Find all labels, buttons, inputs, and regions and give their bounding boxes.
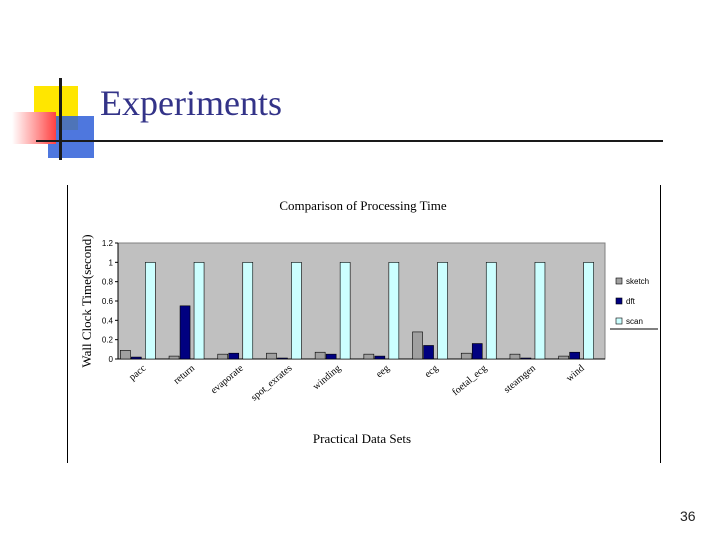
legend-swatch-sketch: [615, 277, 623, 285]
bar-scan-eeg: [388, 262, 400, 360]
bar-sketch-winding: [314, 351, 326, 360]
legend-label-sketch: sketch: [626, 277, 649, 286]
bar-sketch-return: [168, 355, 180, 360]
bar-dft-ecg: [423, 345, 434, 360]
x-tick-label-wind: wind: [564, 363, 586, 384]
y-tick-label: 0.2: [102, 336, 114, 345]
bar-scan-foetal_ecg: [485, 262, 497, 360]
processing-time-chart: Comparison of Processing Time 0 0.2 0.4 0.6…: [79, 198, 658, 446]
bar-scan-ecg: [437, 262, 448, 360]
x-tick-label-foetal_ecg: foetal_ecg: [450, 363, 489, 398]
x-tick-label-evaporate: evaporate: [209, 363, 246, 397]
bar-scan-spot_exrates: [291, 262, 302, 360]
y-tick-label: 1: [109, 258, 114, 267]
legend-label-dft: dft: [626, 297, 636, 306]
legend-swatch-scan: [615, 317, 623, 325]
bar-scan-return: [193, 262, 205, 360]
bar-dft-evaporate: [228, 352, 240, 360]
bar-dft-steamgen: [520, 357, 532, 360]
chart-title: Comparison of Processing Time: [279, 198, 446, 213]
bar-sketch-foetal_ecg: [460, 352, 472, 360]
bar-scan-evaporate: [242, 262, 254, 360]
bar-sketch-eeg: [363, 353, 375, 360]
legend: sketch dft scan: [610, 277, 658, 330]
y-tick-label: 0.8: [102, 278, 114, 287]
x-tick-label-winding: winding: [311, 363, 343, 392]
bar-dft-return: [179, 305, 191, 360]
bar-scan-steamgen: [534, 262, 546, 360]
bar-dft-wind: [569, 351, 580, 360]
bar-scan-wind: [583, 262, 594, 360]
x-tick-label-steamgen: steamgen: [502, 363, 538, 396]
bar-dft-pacc: [131, 356, 142, 360]
bar-sketch-steamgen: [509, 353, 521, 360]
bar-dft-spot_exrates: [277, 357, 288, 360]
slide-title: Experiments: [100, 83, 282, 123]
bar-sketch-evaporate: [217, 353, 229, 360]
chart-frame-left: [67, 185, 68, 463]
y-tick-label: 0: [109, 355, 114, 364]
title-underline: [36, 140, 663, 142]
x-tick-label-ecg: ecg: [423, 363, 441, 380]
bar-scan-pacc: [145, 262, 156, 360]
y-tick-label: 0.4: [102, 316, 114, 325]
y-axis-label: Wall Clock Time(second): [79, 234, 94, 367]
y-tick-label: 1.2: [102, 239, 114, 248]
x-tick-label-return: return: [172, 363, 197, 387]
legend-swatch-dft: [615, 297, 623, 305]
decor-vertical-line: [59, 78, 62, 160]
x-tick-label-spot_exrates: spot_exrates: [249, 363, 294, 404]
page-number: 36: [680, 508, 696, 524]
x-tick-label-pacc: pacc: [127, 363, 149, 384]
bar-dft-eeg: [374, 355, 386, 360]
chart-frame-right: [660, 185, 661, 463]
bar-sketch-pacc: [120, 350, 131, 360]
y-tick-label: 0.6: [102, 297, 114, 306]
bar-sketch-wind: [558, 355, 569, 360]
x-tick-label-eeg: eeg: [374, 363, 392, 380]
decor-red-square: [12, 112, 56, 144]
bar-dft-foetal_ecg: [471, 343, 483, 360]
legend-label-scan: scan: [626, 317, 643, 326]
plot-area: [117, 242, 606, 360]
bar-scan-winding: [339, 262, 351, 360]
x-axis-label: Practical Data Sets: [313, 431, 411, 446]
bar-dft-winding: [325, 353, 337, 360]
bar-sketch-ecg: [412, 331, 423, 360]
bar-sketch-spot_exrates: [266, 352, 277, 360]
